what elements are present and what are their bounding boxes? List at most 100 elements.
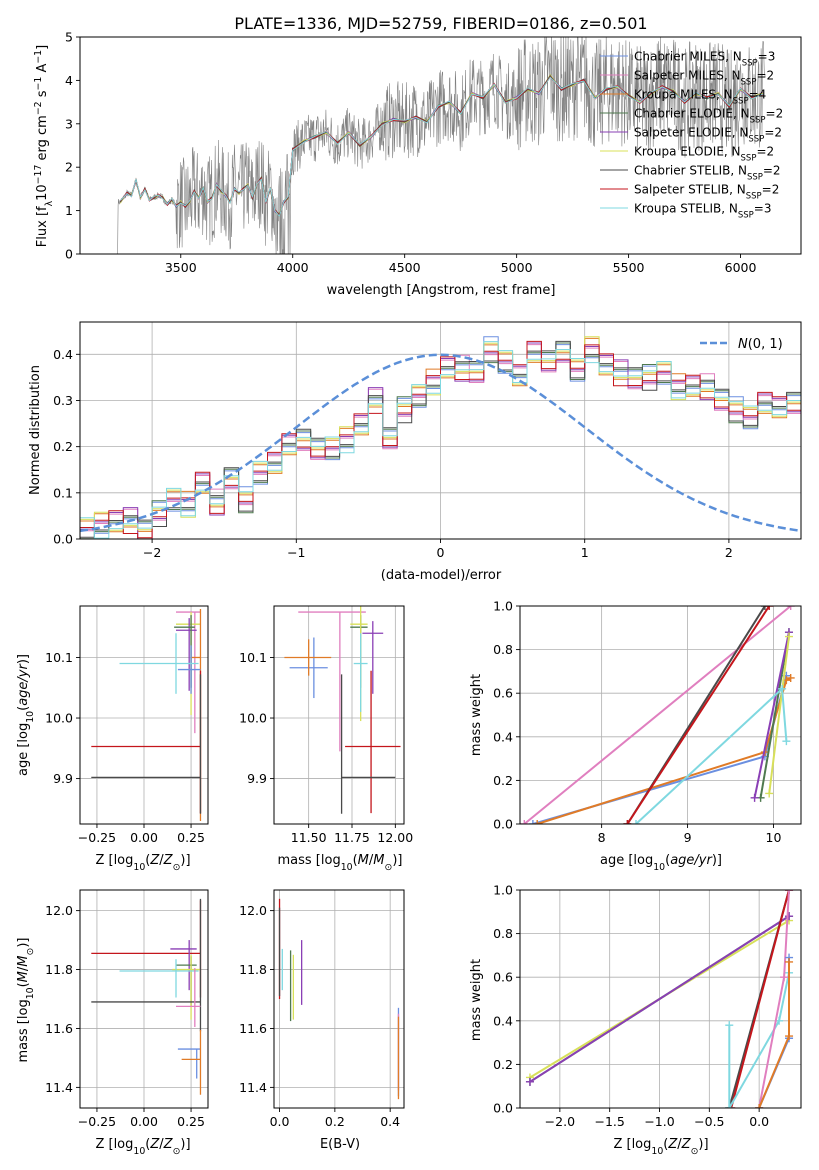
label-part: Z [	[613, 1137, 631, 1152]
weight-line	[753, 631, 790, 799]
weight-marker	[785, 912, 794, 921]
y-tick-label: 0.3	[53, 393, 73, 408]
legend-count: =2	[766, 107, 784, 121]
label-part: E(B-V)	[320, 1137, 360, 1152]
y-tick-label: 10.1	[45, 650, 73, 665]
label-part: 10	[653, 862, 665, 873]
y-tick-label: 0.2	[493, 1057, 513, 1072]
x-tick-label: 2	[725, 545, 733, 560]
weight-line	[529, 915, 790, 1083]
y-tick-label: 0.4	[493, 729, 513, 744]
spectrum-ticks: 3500 4000 4500 5000 5500 6000 0 1 2 3 4 5	[65, 30, 756, 276]
y-tick-label: 10.0	[45, 711, 73, 726]
label-part: −2	[33, 101, 44, 115]
label-part: 10	[651, 1146, 663, 1157]
mass-vs-ebv-xlabel: E(B-V)	[320, 1137, 360, 1152]
label-part: (data-model)/error	[381, 568, 502, 583]
label-part: Z [	[95, 853, 113, 868]
y-tick-label: 11.6	[45, 1021, 73, 1036]
label-part: Z	[667, 1137, 678, 1152]
residuals-panel: −2 −1 0 1 2 0.0 0.1 0.2 0.3 0.4 N(0, 1) (data-model…	[28, 321, 802, 583]
weight-line	[728, 972, 790, 1108]
label-part: /	[159, 853, 164, 868]
label-part: /	[677, 1137, 682, 1152]
weight_vs_Z-ticks: −2.0 −1.5 −1.0 −0.5 0.0 0.0 0.2 0.4 0.6 0.8 1.0	[493, 883, 769, 1130]
residuals-grid	[80, 322, 801, 540]
label-part: (	[663, 1137, 668, 1152]
legend-sub: SSP	[741, 78, 757, 88]
label-part: 10	[25, 987, 36, 999]
x-tick-label: 0.0	[270, 1114, 290, 1129]
y-tick-label: 10.0	[239, 711, 267, 726]
legend-count: =4	[749, 88, 767, 102]
label-part: s	[35, 90, 50, 101]
gaussian-curve	[80, 353, 801, 533]
x-tick-label: −1.5	[595, 1114, 625, 1129]
residuals-xlabel: (data-model)/error	[381, 568, 502, 583]
weight-vs-Z-ylabel: mass weight	[469, 959, 484, 1041]
y-tick-label: 0.1	[53, 485, 73, 500]
legend-label: Kroupa ELODIE, N	[634, 145, 741, 159]
label-part: mass [	[16, 1019, 31, 1062]
label-part: Z	[163, 853, 174, 868]
label-part: ⊙	[691, 1146, 699, 1157]
x-tick-label: 4000	[277, 260, 309, 275]
y-tick-label: 0.2	[493, 773, 513, 788]
label-part: Z	[149, 853, 160, 868]
age_vs_Z-panel: −0.25 0.00 0.259.910.010.1Z [log10(Z/Z⊙)]a…	[16, 605, 209, 873]
label-part: M	[16, 971, 31, 982]
mass_vs_Z-ticks: −0.25 0.00 0.25 11.4 11.6 11.8 12.0	[45, 903, 205, 1129]
weight-marker	[765, 606, 774, 610]
spectrum-ylabel: Flux [fλ10−17 erg cm−2 s−1 A−1]	[33, 45, 55, 247]
weight-line	[536, 677, 792, 824]
label-part: M	[373, 853, 384, 868]
label-part: erg cm	[35, 115, 50, 164]
y-tick-label: 0.6	[493, 970, 513, 985]
errorbar-point	[119, 633, 199, 694]
x-tick-label: 0.00	[130, 830, 158, 845]
weight-marker	[786, 606, 795, 610]
residual-histogram	[80, 336, 801, 539]
label-part: 10	[25, 711, 36, 723]
label-part: 10	[341, 862, 353, 873]
label-part: M	[16, 955, 31, 966]
errorbar-point	[176, 618, 197, 691]
legend-label: Kroupa MILES, N	[634, 88, 733, 102]
residuals-plot-area	[80, 336, 801, 539]
y-tick-label: 0	[65, 247, 73, 262]
x-tick-label: 0.00	[130, 1114, 158, 1129]
label-part: )]	[180, 1137, 190, 1152]
errorbar-point	[298, 611, 366, 752]
y-tick-label: 0.4	[493, 1013, 513, 1028]
label-part: Z	[163, 1137, 174, 1152]
legend-entry: Kroupa MILES, NSSP=4	[634, 88, 766, 107]
spectrum-frame	[79, 36, 802, 255]
label-part: log	[16, 999, 31, 1019]
errorbar-point	[284, 639, 332, 676]
errorbar-point	[176, 956, 197, 1007]
errorbar-point	[191, 609, 202, 821]
weight-marker	[623, 820, 632, 824]
errorbar-point	[353, 633, 368, 712]
mass_vs_ebv-ticks: 0.0 0.2 0.4 11.4 11.6 11.8 12.0	[239, 903, 400, 1129]
label-part: wavelength [Angstrom, rest frame]	[327, 283, 556, 298]
mass_vs_Z-grid	[80, 890, 208, 1108]
weight-marker	[725, 1021, 734, 1030]
legend-entry: Salpeter MILES, NSSP=2	[634, 69, 774, 88]
legend-sub: SSP	[748, 135, 764, 145]
label-part: Normed distribution	[28, 365, 43, 495]
legend-entry: Chabrier STELIB, NSSP=2	[634, 164, 781, 183]
residuals-ticks: −2 −1 0 1 2 0.0 0.1 0.2 0.3 0.4	[53, 347, 733, 560]
label-part: mass [	[277, 853, 320, 868]
label-part: log	[16, 723, 31, 743]
label-part: )]	[392, 853, 402, 868]
x-tick-label: 0	[437, 545, 445, 560]
legend-entry: Chabrier ELODIE, NSSP=2	[634, 107, 783, 126]
x-tick-label: −0.25	[78, 1114, 116, 1129]
weight-marker	[760, 606, 769, 610]
errorbar-point	[345, 670, 401, 814]
legend-label: Salpeter MILES, N	[634, 69, 741, 83]
x-tick-label: −0.25	[78, 830, 116, 845]
y-tick-label: 1	[65, 203, 73, 218]
label-part: age/yr	[670, 853, 713, 868]
